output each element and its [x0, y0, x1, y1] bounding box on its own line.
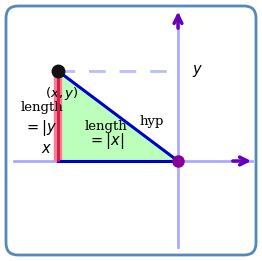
Text: $(x, y)$: $(x, y)$: [45, 85, 79, 102]
Text: $x$: $x$: [41, 142, 52, 156]
Text: length: length: [85, 120, 127, 133]
Polygon shape: [58, 71, 178, 161]
Text: $y$: $y$: [192, 63, 203, 79]
Text: $= |y|$: $= |y|$: [24, 118, 60, 138]
Text: $= |x|$: $= |x|$: [88, 131, 124, 151]
Text: hyp: hyp: [140, 115, 164, 128]
Text: length: length: [21, 102, 63, 115]
